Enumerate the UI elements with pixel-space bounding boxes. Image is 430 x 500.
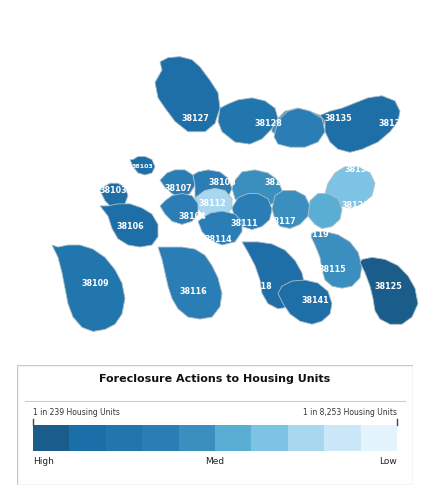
Polygon shape: [52, 245, 125, 332]
Polygon shape: [130, 156, 155, 175]
Polygon shape: [310, 232, 362, 288]
Polygon shape: [160, 194, 198, 224]
Text: 38106: 38106: [116, 222, 144, 231]
Text: 1 in 239 Housing Units: 1 in 239 Housing Units: [33, 408, 120, 416]
Text: 38133: 38133: [378, 119, 406, 128]
Bar: [178, 425, 215, 452]
Polygon shape: [278, 280, 332, 324]
Text: 38118: 38118: [244, 282, 272, 290]
Text: 38135: 38135: [324, 114, 352, 123]
FancyBboxPatch shape: [17, 365, 413, 485]
Polygon shape: [155, 56, 220, 132]
Polygon shape: [158, 247, 222, 319]
Polygon shape: [232, 170, 282, 208]
Text: 38116: 38116: [179, 287, 207, 296]
Text: High: High: [33, 458, 54, 466]
Polygon shape: [272, 108, 325, 142]
Polygon shape: [100, 204, 158, 247]
Polygon shape: [198, 211, 242, 245]
Bar: [361, 425, 397, 452]
Polygon shape: [232, 194, 272, 230]
Polygon shape: [274, 108, 325, 147]
Polygon shape: [195, 188, 232, 220]
Bar: [142, 425, 178, 452]
Text: 38107: 38107: [164, 184, 192, 193]
Text: 38111: 38111: [230, 219, 258, 228]
Text: 1 in 8,253 Housing Units: 1 in 8,253 Housing Units: [303, 408, 397, 416]
Text: 38134: 38134: [344, 166, 372, 174]
Text: 38109: 38109: [81, 278, 109, 287]
Polygon shape: [308, 194, 342, 228]
Polygon shape: [160, 170, 195, 198]
Text: 38127: 38127: [181, 114, 209, 123]
Text: 38112: 38112: [198, 200, 226, 208]
Text: 38122: 38122: [264, 178, 292, 186]
Text: 38114: 38114: [204, 236, 232, 244]
Text: Foreclosure Actions to Housing Units: Foreclosure Actions to Housing Units: [99, 374, 331, 384]
Polygon shape: [193, 170, 232, 204]
Polygon shape: [242, 242, 305, 309]
Text: Low: Low: [379, 458, 397, 466]
Bar: [69, 425, 106, 452]
Text: 38120: 38120: [341, 202, 369, 210]
Text: 38117: 38117: [268, 217, 296, 226]
Text: 38141: 38141: [301, 296, 329, 305]
Polygon shape: [100, 183, 128, 208]
Text: Med: Med: [206, 458, 224, 466]
Text: 38108: 38108: [208, 178, 236, 186]
Text: 38103: 38103: [99, 186, 127, 195]
Polygon shape: [320, 96, 400, 152]
Text: 38125: 38125: [374, 282, 402, 290]
Bar: [33, 425, 69, 452]
Polygon shape: [272, 190, 310, 228]
Bar: [215, 425, 252, 452]
Text: 38128: 38128: [254, 119, 282, 128]
Bar: [252, 425, 288, 452]
Bar: [324, 425, 361, 452]
Text: 38115: 38115: [318, 265, 346, 274]
Polygon shape: [218, 98, 278, 144]
Text: 38119: 38119: [301, 230, 329, 239]
Bar: [106, 425, 142, 452]
Polygon shape: [325, 167, 375, 208]
Text: 38103: 38103: [131, 164, 153, 170]
Text: 38104: 38104: [178, 212, 206, 220]
Polygon shape: [360, 258, 418, 324]
Bar: [288, 425, 324, 452]
